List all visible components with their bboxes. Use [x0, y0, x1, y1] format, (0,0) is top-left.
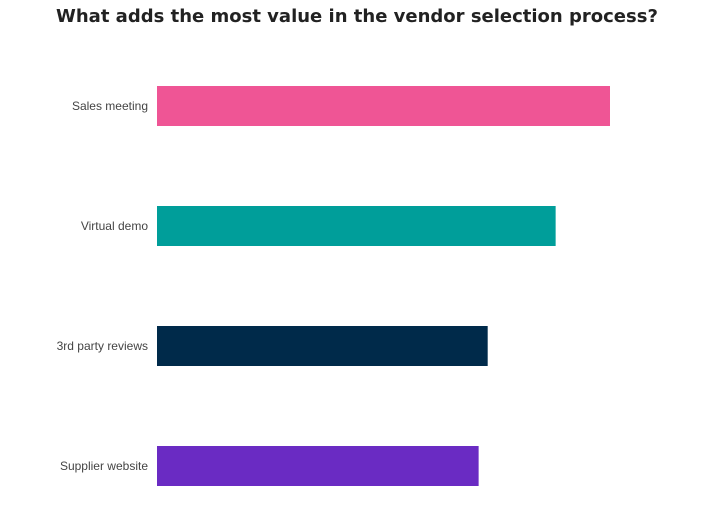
category-label-3rd-party-reviews: 3rd party reviews [57, 339, 148, 353]
category-label-sales-meeting: Sales meeting [72, 99, 148, 113]
chart-title: What adds the most value in the vendor s… [56, 6, 658, 27]
category-label-supplier-website: Supplier website [60, 459, 148, 473]
bar-supplier-website [157, 446, 479, 486]
bar-virtual-demo [157, 206, 556, 246]
bar-sales-meeting [157, 86, 610, 126]
category-label-virtual-demo: Virtual demo [81, 219, 148, 233]
bar-3rd-party-reviews [157, 326, 488, 366]
